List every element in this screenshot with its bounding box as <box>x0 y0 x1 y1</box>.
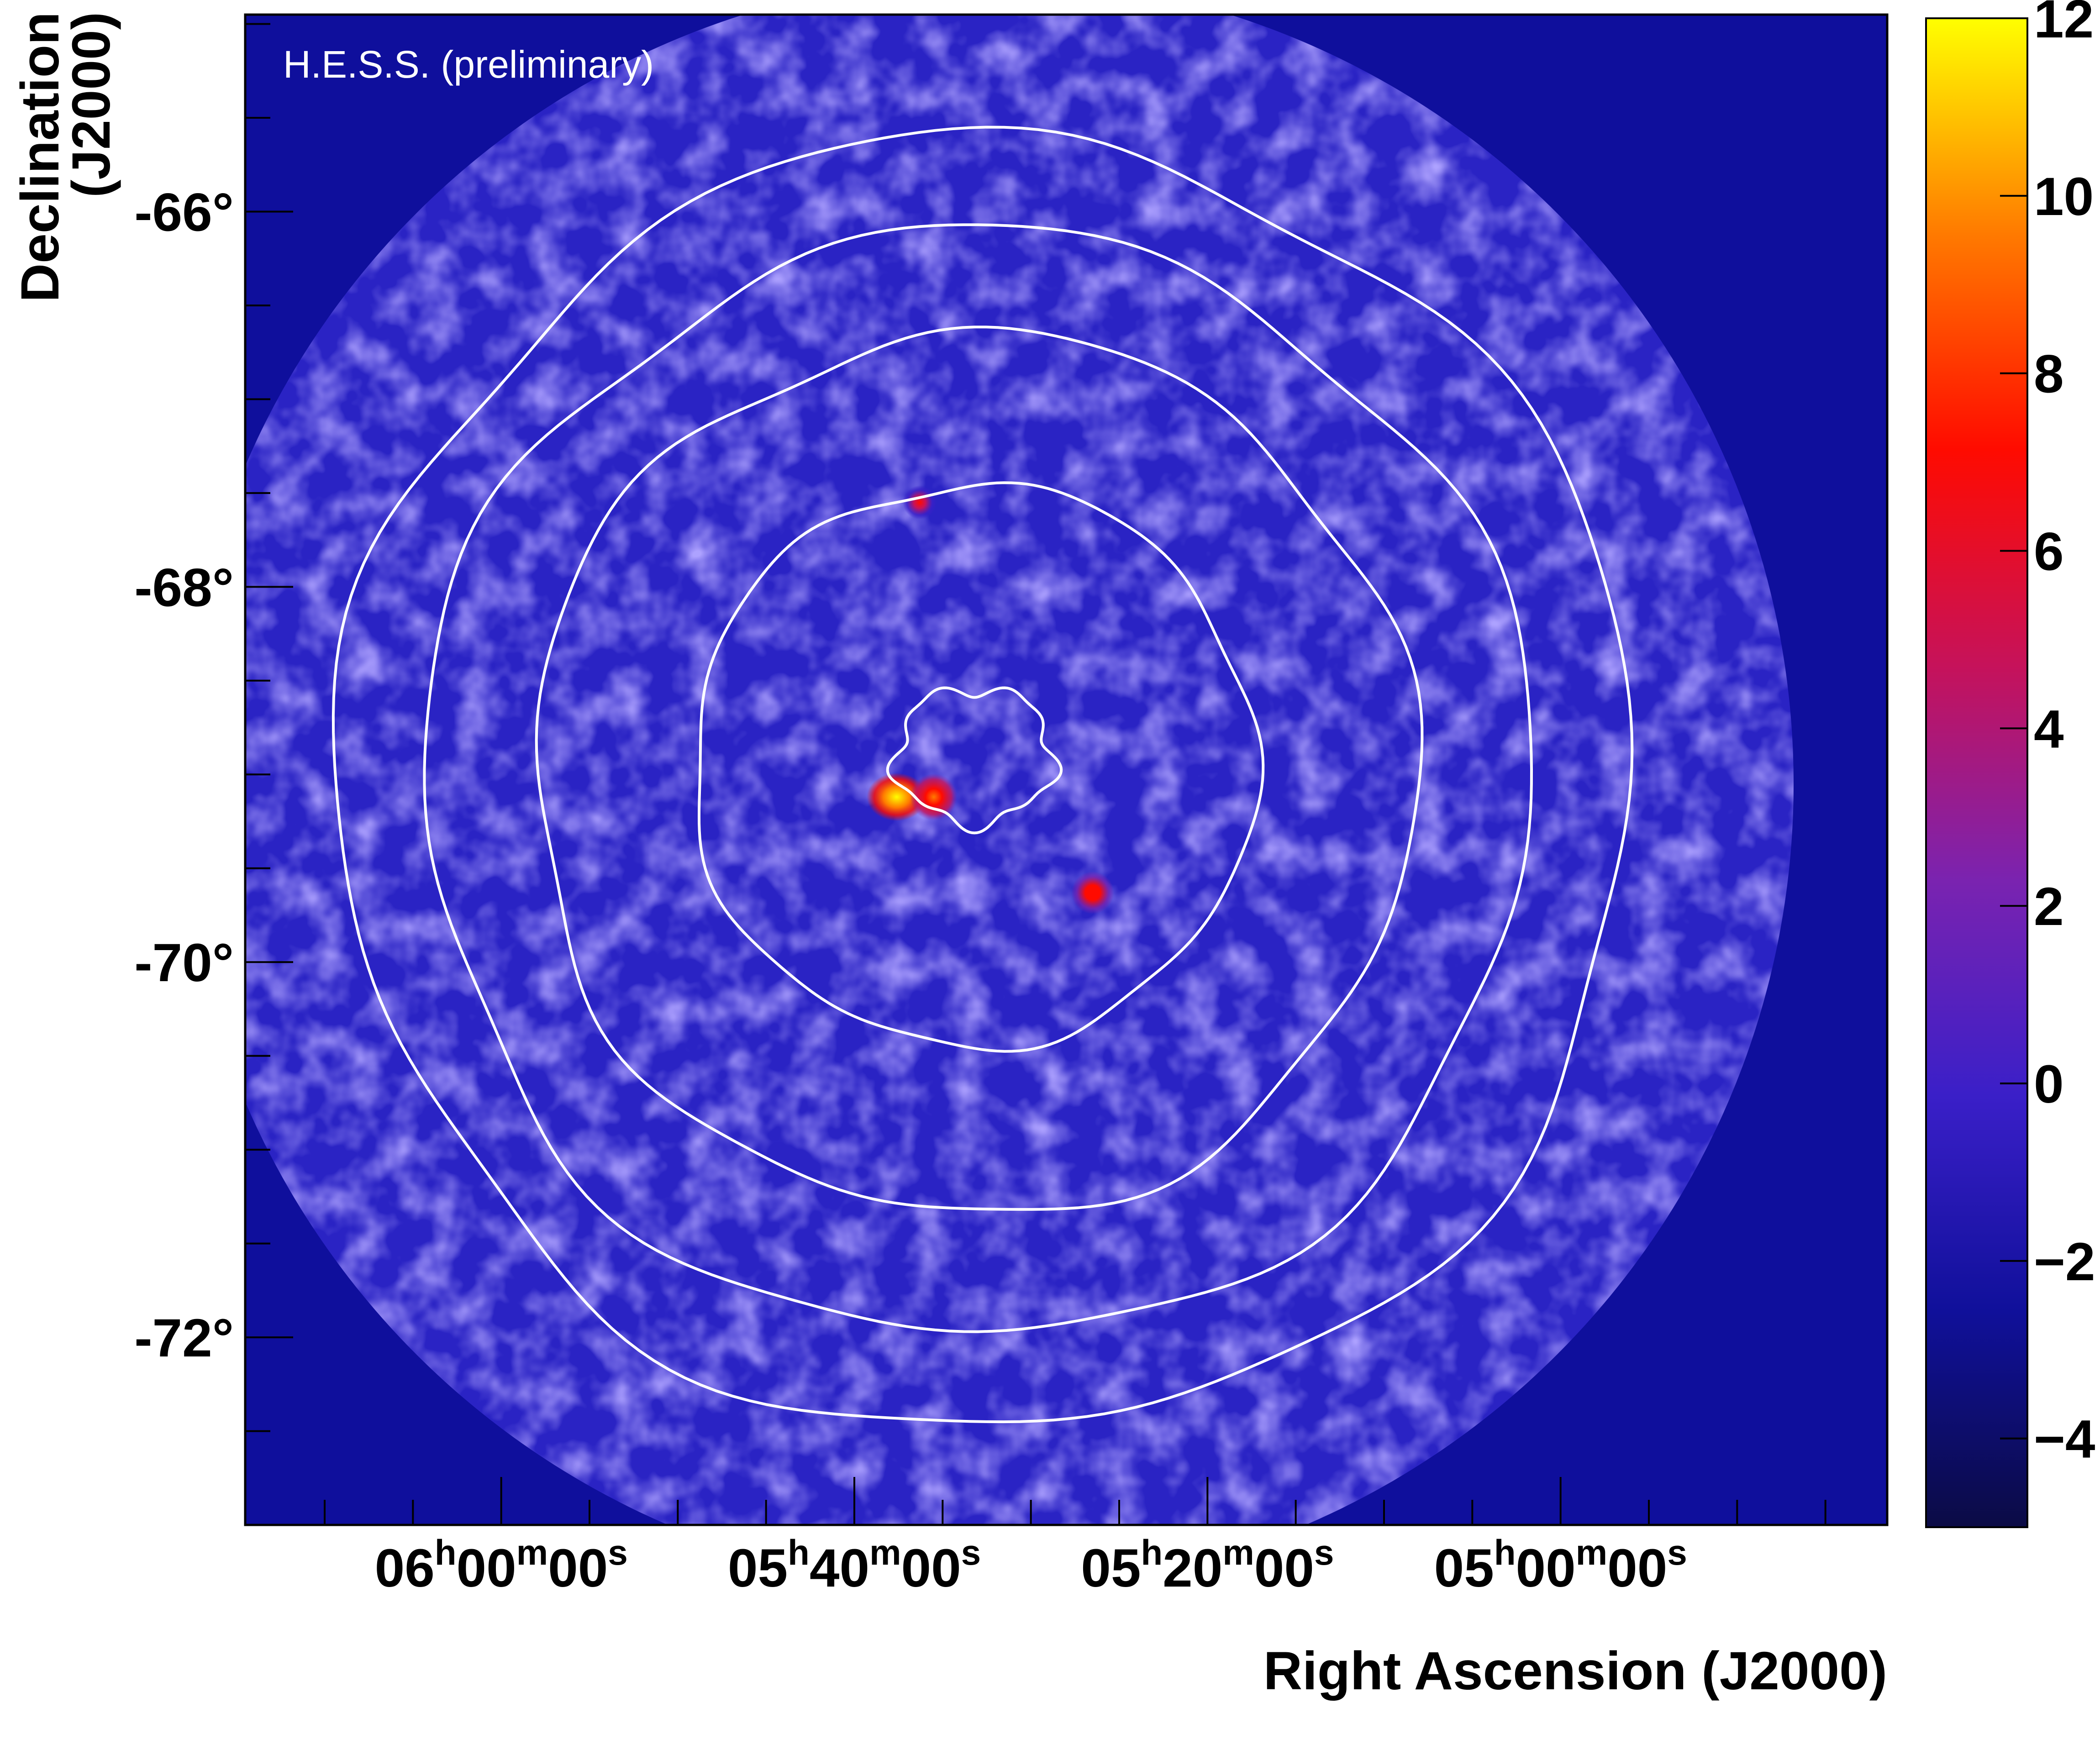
colorbar-tick-label-0: 12 <box>2034 0 2094 49</box>
contour-lines <box>332 126 1634 1424</box>
y-tick-label-0: -66° <box>134 182 234 242</box>
plot-frame <box>244 13 1889 1526</box>
x-tick-label-0: 06h00m00s <box>375 1532 628 1598</box>
exposure-region <box>245 15 1794 1525</box>
x-tick-label-3: 05h00m00s <box>1434 1532 1687 1598</box>
x-tick-label-1: 05h40m00s <box>728 1532 981 1598</box>
y-tick-label-3: -72° <box>134 1308 234 1368</box>
colorbar-tick-label-2: 8 <box>2034 344 2064 405</box>
colorbar-tick-label-1: 10 <box>2034 167 2094 227</box>
source-hotspot-1 <box>910 773 958 821</box>
y-axis-tick-labels: -66° -68° -70° -72° <box>134 182 234 1368</box>
y-axis-label-line1: Declination <box>10 12 70 302</box>
colorbar-tick-label-7: −2 <box>2034 1232 2095 1292</box>
source-hotspot-2 <box>1071 871 1114 915</box>
chart-title: H.E.S.S. (preliminary) <box>283 43 654 86</box>
contour-3 <box>423 223 1533 1333</box>
contour-2 <box>535 326 1424 1211</box>
y-tick-label-2: -70° <box>134 933 234 993</box>
x-tick-label-2: 05h20m00s <box>1081 1532 1334 1598</box>
colorbar: 12 10 8 6 4 2 0 −2 −4 <box>1925 0 2095 1528</box>
y-axis-label-line2: (J2000) <box>61 12 121 198</box>
colorbar-tick-label-6: 0 <box>2034 1054 2064 1114</box>
x-axis-tick-labels: 06h00m00s 05h40m00s 05h20m00s 05h00m00s <box>375 1532 1687 1598</box>
contour-1 <box>697 481 1265 1053</box>
colorbar-tick-label-8: −4 <box>2034 1409 2095 1470</box>
colorbar-tick-label-5: 2 <box>2034 877 2064 937</box>
contour-4 <box>332 126 1634 1424</box>
plot-area: H.E.S.S. (preliminary) <box>244 13 1889 1526</box>
exposure-noise-texture <box>245 15 1794 1525</box>
colorbar-tick-label-3: 6 <box>2034 521 2064 582</box>
axis-ticks <box>245 23 1826 1526</box>
emission-sources <box>867 485 1114 915</box>
colorbar-ticks: 12 10 8 6 4 2 0 −2 −4 <box>2000 0 2095 1470</box>
source-hotspot-3 <box>903 485 937 520</box>
source-hotspot-0 <box>867 773 927 821</box>
colorbar-scale <box>1925 17 2028 1528</box>
x-axis-label: Right Ascension (J2000) <box>1263 1641 1887 1701</box>
y-tick-label-1: -68° <box>134 557 234 618</box>
contour-0 <box>886 686 1063 835</box>
colorbar-tick-label-4: 4 <box>2034 699 2064 759</box>
